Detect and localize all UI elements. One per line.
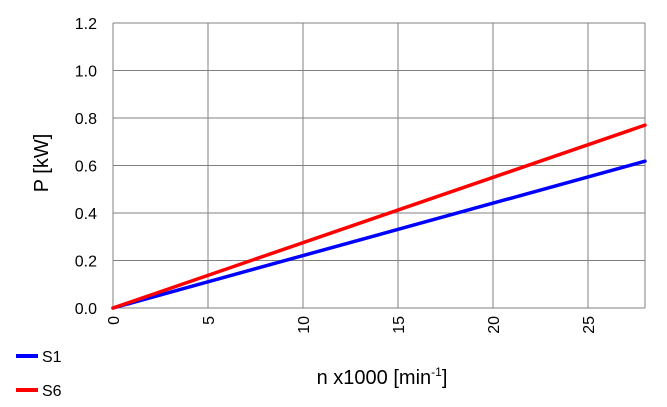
y-tick-label: 0.2 — [75, 254, 97, 271]
x-axis-label-main: n x1000 [min — [317, 367, 432, 389]
series-line-s1 — [111, 159, 647, 310]
x-tick-label: 15 — [391, 316, 408, 334]
series-line-s6 — [111, 123, 647, 310]
y-tick-label: 0.0 — [75, 301, 97, 318]
y-tick-label: 0.4 — [75, 206, 97, 223]
legend: S1 S6 — [16, 349, 62, 400]
legend-label-s1: S1 — [42, 349, 62, 366]
x-tick-label: 0 — [106, 316, 123, 325]
legend-label-s6: S6 — [42, 383, 62, 400]
x-tick-label: 10 — [296, 316, 313, 334]
y-axis-label: P [kW] — [31, 134, 53, 193]
x-axis-label-superscript: -1 — [431, 365, 442, 379]
x-axis-label-end: ] — [442, 367, 448, 389]
x-axis-ticks: 0 5 10 15 20 25 — [106, 316, 598, 334]
y-tick-label: 0.8 — [75, 111, 97, 128]
x-tick-label: 25 — [581, 316, 598, 334]
y-tick-label: 0.6 — [75, 159, 97, 176]
y-tick-label: 1.0 — [75, 64, 97, 81]
y-axis-ticks: 0.0 0.2 0.4 0.6 0.8 1.0 1.2 — [75, 16, 97, 318]
x-tick-label: 20 — [486, 316, 503, 334]
grid — [112, 22, 646, 309]
x-axis-label: n x1000 [min-1] — [317, 365, 448, 389]
series-lines — [111, 123, 647, 310]
x-tick-label: 5 — [201, 316, 218, 325]
y-tick-label: 1.2 — [75, 16, 97, 33]
